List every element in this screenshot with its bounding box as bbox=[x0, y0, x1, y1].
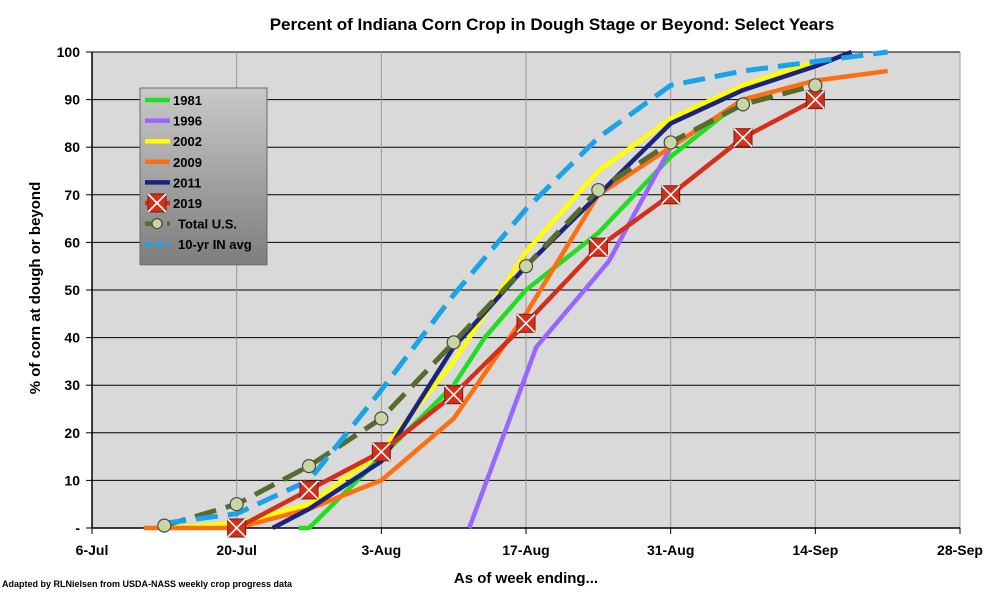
legend-entry-2009: 2009 bbox=[145, 155, 202, 170]
legend-entry-2019: 2019 bbox=[145, 193, 202, 213]
legend-box bbox=[139, 87, 268, 266]
legend-label: 2011 bbox=[173, 175, 201, 190]
series-line-10-yr-in-avg bbox=[163, 49, 889, 526]
legend: 1981 1996 2002 2009 2011 2019 Total U.S. 10-yr … bbox=[139, 87, 268, 266]
x-tick-label: 31-Aug bbox=[647, 542, 694, 558]
x-tick-label: 14-Sep bbox=[792, 542, 838, 558]
legend-entry-1981: 1981 bbox=[145, 93, 202, 108]
legend-label: 2019 bbox=[173, 196, 202, 211]
y-tick-label: - bbox=[75, 520, 80, 536]
data-point-total-u-s bbox=[808, 78, 823, 93]
x-tick-label: 6-Jul bbox=[76, 542, 109, 558]
legend-label: 10-yr IN avg bbox=[178, 237, 252, 252]
data-point-2019 bbox=[444, 385, 464, 405]
data-point-2019 bbox=[299, 480, 319, 500]
series-line-total-u-s bbox=[163, 82, 816, 528]
legend-entry-10-yr-in-avg: 10-yr IN avg bbox=[145, 237, 252, 252]
x-tick-label: 20-Jul bbox=[216, 542, 256, 558]
data-point-2019 bbox=[733, 128, 753, 148]
data-point-total-u-s bbox=[229, 497, 244, 512]
legend-label: 2002 bbox=[173, 134, 202, 149]
y-tick-label: 40 bbox=[64, 330, 80, 346]
x-axis-title: As of week ending... bbox=[454, 570, 598, 587]
data-point-total-u-s bbox=[301, 459, 317, 474]
y-tick-label: 90 bbox=[64, 92, 80, 108]
series-markers bbox=[157, 78, 825, 538]
data-point-2019 bbox=[371, 442, 391, 462]
legend-marker bbox=[151, 218, 163, 230]
data-point-2019 bbox=[588, 237, 608, 257]
data-point-total-u-s bbox=[374, 411, 389, 426]
series-line-1981 bbox=[298, 97, 745, 531]
y-tick-label: 60 bbox=[64, 234, 80, 250]
data-point-total-u-s bbox=[663, 135, 678, 150]
legend-entry-2011: 2011 bbox=[145, 175, 201, 190]
legend-entry-2002: 2002 bbox=[145, 134, 202, 149]
y-tick-label: 30 bbox=[64, 377, 80, 393]
legend-entry-1996: 1996 bbox=[145, 114, 202, 129]
series-line-2011 bbox=[271, 49, 853, 530]
y-tick-label: 20 bbox=[64, 425, 80, 441]
data-point-2019 bbox=[227, 518, 247, 538]
legend-label: 1981 bbox=[173, 93, 202, 108]
data-point-2019 bbox=[516, 313, 536, 333]
y-axis-title: % of corn at dough or beyond bbox=[27, 182, 44, 395]
data-point-total-u-s bbox=[446, 335, 461, 350]
data-point-2019 bbox=[805, 90, 825, 110]
x-tick-label: 28-Sep bbox=[937, 542, 983, 558]
data-point-total-u-s bbox=[157, 518, 172, 533]
data-point-total-u-s bbox=[518, 259, 534, 274]
y-tick-label: 70 bbox=[64, 187, 80, 203]
data-point-2019 bbox=[661, 185, 681, 205]
series-line-2009 bbox=[143, 68, 888, 531]
y-tick-label: 100 bbox=[57, 44, 81, 60]
credit-note: Adapted by RLNielsen from USDA-NASS week… bbox=[2, 579, 293, 589]
x-tick-label: 17-Aug bbox=[502, 542, 549, 558]
legend-label: 1996 bbox=[173, 114, 202, 129]
legend-label: Total U.S. bbox=[178, 217, 237, 232]
y-tick-label: 50 bbox=[64, 282, 80, 298]
y-axis-ticks: - 10 20 30 40 50 60 70 80 90 100 bbox=[57, 44, 93, 536]
x-tick-label: 3-Aug bbox=[361, 542, 401, 558]
data-point-total-u-s bbox=[735, 97, 751, 112]
chart-title: Percent of Indiana Corn Crop in Dough St… bbox=[270, 15, 835, 34]
legend-entry-total-u-s: Total U.S. bbox=[145, 217, 237, 232]
legend-label: 2009 bbox=[173, 155, 202, 170]
y-tick-label: 10 bbox=[64, 472, 80, 488]
data-point-total-u-s bbox=[591, 182, 606, 198]
legend-marker bbox=[147, 193, 167, 213]
y-tick-label: 80 bbox=[64, 139, 80, 155]
